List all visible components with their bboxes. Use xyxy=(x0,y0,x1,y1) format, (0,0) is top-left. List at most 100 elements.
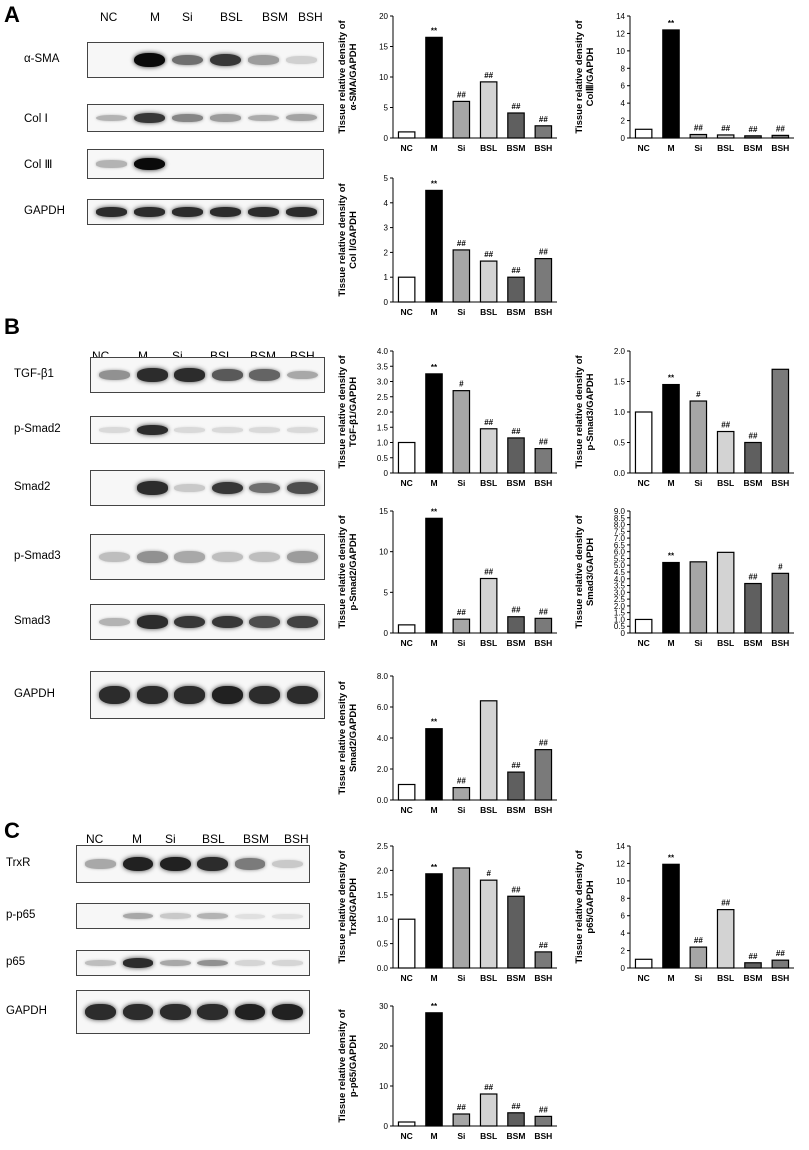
x-tick-label: BSH xyxy=(534,143,552,153)
panel-label-a: A xyxy=(4,2,20,27)
significance-mark: ## xyxy=(484,568,493,577)
bar-bsm xyxy=(744,582,762,634)
y-axis-label: Tissue relative density of xyxy=(337,680,348,794)
bar-chart-a-col1: Tissue relative density of Col Ⅰ/GAPDH 0 1 2… xyxy=(337,174,557,317)
blot-band xyxy=(286,161,317,166)
blot-band xyxy=(272,1003,303,1021)
y-tick-label: 14 xyxy=(616,842,625,851)
significance-mark: ## xyxy=(539,248,548,257)
y-axis-label: Tissue relative density of xyxy=(337,19,348,133)
significance-mark: ## xyxy=(457,608,466,617)
bar-m xyxy=(425,517,443,634)
x-tick-label: BSM xyxy=(507,973,526,983)
blot-band xyxy=(99,427,131,433)
y-axis-label: p65/GAPDH xyxy=(585,880,596,933)
blot-strip xyxy=(90,470,325,506)
blot-band xyxy=(174,427,206,433)
significance-mark: ## xyxy=(694,936,703,945)
significance-mark: ## xyxy=(484,250,493,259)
blot-band xyxy=(174,686,206,704)
x-tick-label: M xyxy=(430,638,437,648)
x-tick-label: BSM xyxy=(507,478,526,488)
significance-mark: ## xyxy=(512,1102,521,1111)
significance-mark: ## xyxy=(749,573,758,582)
blot-band xyxy=(211,481,243,495)
blot-strip xyxy=(76,903,310,929)
bar-m xyxy=(425,373,443,474)
y-tick-label: 2 xyxy=(384,248,389,257)
blot-band xyxy=(286,370,318,380)
bar-bsl xyxy=(479,81,498,139)
lane-header-si: Si xyxy=(172,349,183,363)
blot-band xyxy=(172,54,204,66)
bar-si xyxy=(452,390,471,474)
x-tick-label: M xyxy=(430,805,437,815)
blot-band xyxy=(136,368,168,382)
bar-m xyxy=(662,383,680,474)
x-tick-label: BSH xyxy=(534,638,552,648)
y-tick-label: 0.5 xyxy=(377,940,389,949)
blot-label: p-Smad3 xyxy=(14,550,61,562)
x-tick-label: NC xyxy=(401,307,413,317)
bar-bsm xyxy=(507,276,525,303)
significance-mark: ## xyxy=(749,432,758,441)
blot-band xyxy=(286,481,318,494)
blot-band xyxy=(272,960,303,966)
y-tick-label: 2.0 xyxy=(377,765,389,774)
bar-m xyxy=(662,29,680,139)
y-tick-label: 10 xyxy=(616,47,625,56)
blot-band xyxy=(99,551,131,563)
bar-bsl xyxy=(479,260,498,303)
bar-bsl xyxy=(479,1093,498,1127)
lane-header-bsh: BSH xyxy=(284,832,309,846)
y-tick-label: 10 xyxy=(379,73,388,82)
y-axis-label: TGF-β1/GAPDH xyxy=(348,377,359,447)
blot-band xyxy=(285,56,317,64)
y-tick-label: 5.0 xyxy=(614,561,626,570)
blot-band xyxy=(160,856,191,872)
significance-mark: ## xyxy=(512,102,521,111)
lane-header-bsm: BSM xyxy=(243,832,270,846)
blot-strip xyxy=(90,604,325,640)
significance-mark: # xyxy=(486,869,491,878)
bar-m xyxy=(425,36,443,139)
significance-mark: ## xyxy=(512,761,521,770)
y-axis-label: Smad2/GAPDH xyxy=(348,704,359,772)
significance-mark: ** xyxy=(431,1002,438,1011)
panel-label-b: B xyxy=(4,314,20,339)
significance-mark: ## xyxy=(457,90,466,99)
y-axis-label: ColⅢ/GAPDH xyxy=(585,47,596,106)
x-tick-label: M xyxy=(667,973,674,983)
bar-bsm xyxy=(507,112,525,139)
bar-si xyxy=(689,561,708,634)
blot-band xyxy=(211,427,243,433)
x-tick-label: BSH xyxy=(771,973,789,983)
y-tick-label: 9.0 xyxy=(614,507,626,516)
y-tick-label: 5 xyxy=(384,174,389,183)
x-tick-label: Si xyxy=(694,478,702,488)
y-axis-label: p-Smad2/GAPDH xyxy=(348,533,359,610)
x-tick-label: BSM xyxy=(507,307,526,317)
x-tick-label: BSL xyxy=(480,307,497,317)
significance-mark: ** xyxy=(431,363,438,372)
y-tick-label: 7.0 xyxy=(614,534,626,543)
bar-bsm xyxy=(744,135,762,139)
blot-band xyxy=(136,424,168,436)
blot-band xyxy=(234,1003,266,1021)
significance-mark: ## xyxy=(512,266,521,275)
bar-chart-b-tgfb1: Tissue relative density of TGF-β1/GAPDH 0 0… xyxy=(337,347,557,488)
x-tick-label: M xyxy=(430,973,437,983)
significance-mark: ** xyxy=(431,507,438,516)
bar-chart-a-col3: Tissue relative density of ColⅢ/GAPDH 0 2 4 6… xyxy=(574,12,794,153)
blot-band xyxy=(122,856,154,872)
lane-header-bsl: BSL xyxy=(202,832,225,846)
y-tick-label: 0 xyxy=(384,469,389,478)
x-tick-label: M xyxy=(430,478,437,488)
y-tick-label: 3.5 xyxy=(377,362,389,371)
y-tick-label: 0 xyxy=(621,134,626,143)
x-tick-label: M xyxy=(667,143,674,153)
bar-bsh xyxy=(771,959,790,969)
x-tick-label: NC xyxy=(401,973,413,983)
x-tick-label: BSM xyxy=(744,478,763,488)
x-tick-label: NC xyxy=(638,638,650,648)
